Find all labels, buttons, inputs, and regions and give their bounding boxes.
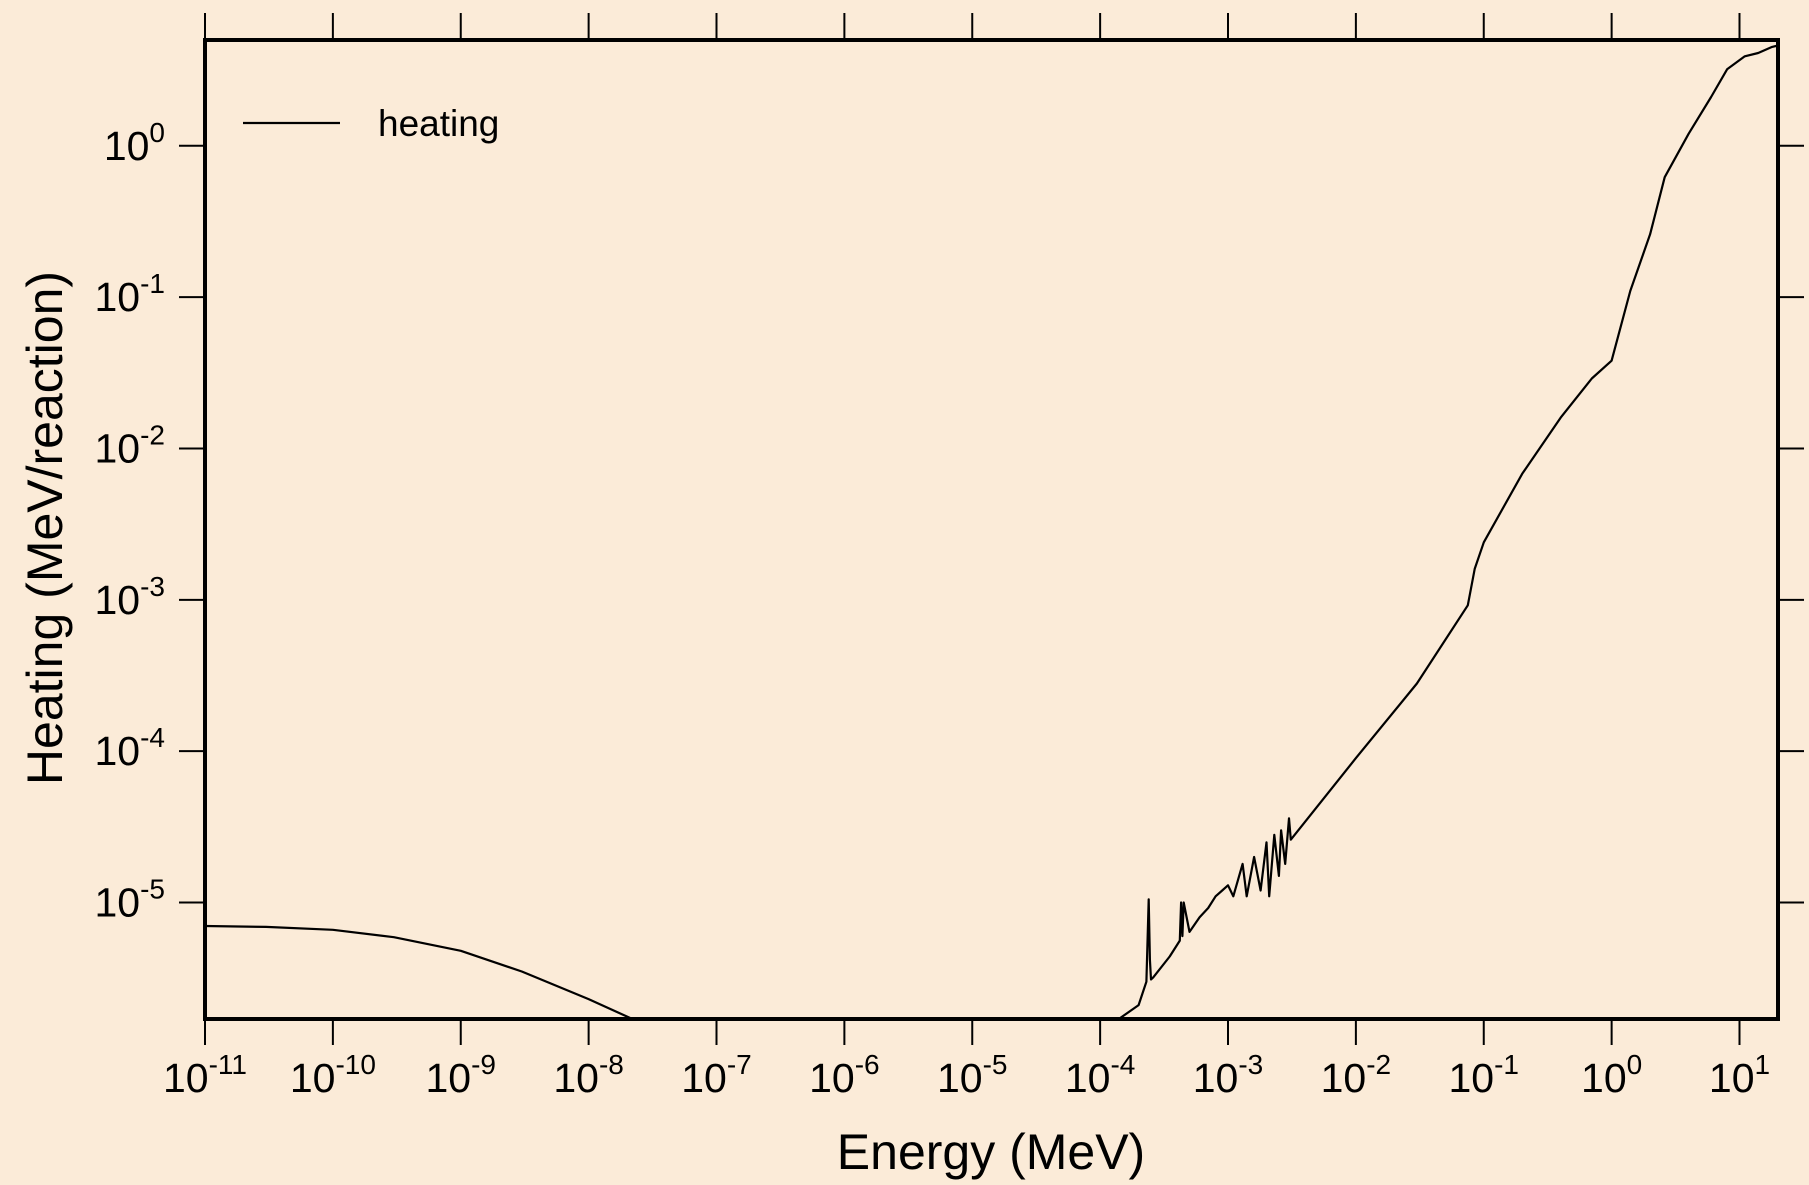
y-tick-label: 100 (104, 117, 165, 169)
x-tick-label: 10-7 (681, 1049, 752, 1101)
tick-labels: 10-11 10-10 10-9 10-8 10-7 10-6 10-5 10-4 10-3 10… (94, 117, 1770, 1101)
x-tick-label: 10-10 (290, 1049, 376, 1101)
y-tick-label: 10-3 (94, 571, 165, 623)
y-tick-label: 10-2 (94, 419, 165, 471)
x-tick-label: 10-2 (1321, 1049, 1392, 1101)
y-axis-title: Heating (MeV/reaction) (17, 271, 73, 785)
x-axis-title: Energy (MeV) (837, 1124, 1145, 1180)
legend-label-heating: heating (378, 103, 499, 144)
y-tick-label: 10-1 (94, 268, 165, 320)
x-tick-label: 101 (1709, 1049, 1770, 1101)
x-tick-label: 10-3 (1193, 1049, 1264, 1101)
x-tick-label: 10-8 (553, 1049, 624, 1101)
y-tick-label: 10-4 (94, 722, 165, 774)
plot-frame (203, 38, 1780, 1021)
series-line-heating (204, 44, 1779, 1021)
axis-ticks (179, 13, 1804, 1045)
y-tick-label: 10-5 (94, 874, 165, 926)
x-tick-label: 10-9 (425, 1049, 496, 1101)
legend: heating (243, 103, 499, 144)
x-tick-label: 10-1 (1448, 1049, 1519, 1101)
x-tick-label: 10-5 (937, 1049, 1008, 1101)
x-tick-label: 10-6 (809, 1049, 880, 1101)
x-tick-label: 10-11 (163, 1049, 247, 1101)
x-tick-label: 10-4 (1065, 1049, 1136, 1101)
plot-area (205, 40, 1778, 1019)
x-tick-label: 100 (1581, 1049, 1642, 1101)
